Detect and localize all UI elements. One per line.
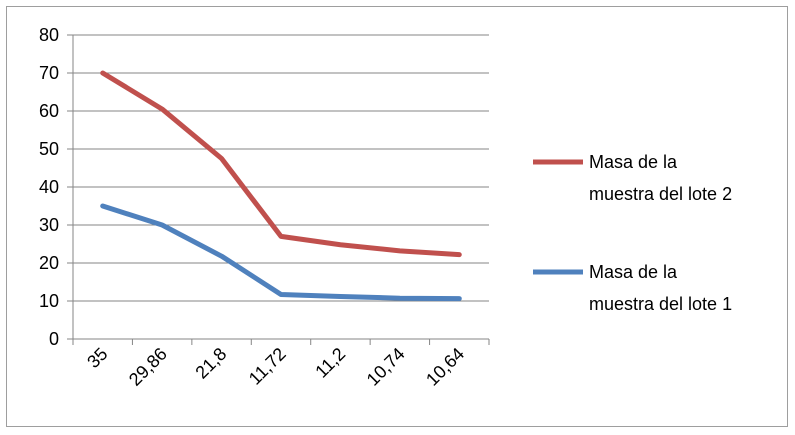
legend-label-line: muestra del lote 1 [589,294,732,314]
x-tick-label: 10,74 [363,344,409,390]
x-tick-label: 21,8 [191,344,230,383]
x-tick-label: 29,86 [125,344,171,390]
y-tick-label: 70 [39,63,59,83]
y-tick-label: 20 [39,253,59,273]
y-axis-ticks: 0 10 20 30 40 50 60 70 80 [39,25,73,349]
gridlines [73,34,489,302]
y-tick-label: 0 [49,329,59,349]
series-lines [100,70,462,302]
y-tick-label: 30 [39,215,59,235]
x-tick-label: 35 [83,344,111,372]
legend-label: Masa de la muestra del lote 2 [589,152,732,204]
x-axis-ticks: 35 29,86 21,8 11,72 11,2 10,74 10,64 [72,339,490,390]
y-tick-label: 60 [39,101,59,121]
x-tick-label: 10,64 [422,344,468,390]
x-tick-label: 11,72 [245,344,290,389]
legend-label-line: muestra del lote 2 [589,184,732,204]
y-tick-label: 10 [39,291,59,311]
y-tick-label: 50 [39,139,59,159]
y-tick-label: 40 [39,177,59,197]
legend: Masa de la muestra del lote 2 Masa de la mu… [533,152,732,314]
legend-label: Masa de la muestra del lote 1 [589,262,732,314]
legend-label-line: Masa de la [589,262,678,282]
series-line [100,70,462,258]
legend-label-line: Masa de la [589,152,678,172]
x-tick-label: 11,2 [311,344,349,382]
y-tick-label: 80 [39,25,59,45]
